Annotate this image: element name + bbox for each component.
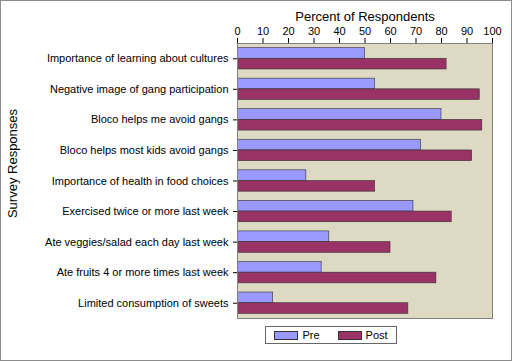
svg-text:Importance of learning about c: Importance of learning about cultures	[47, 52, 229, 64]
svg-text:Negative image of gang partici: Negative image of gang participation	[50, 83, 229, 95]
html-text:Pre: Pre	[302, 329, 320, 341]
svg-text:20: 20	[282, 25, 294, 37]
svg-text:30: 30	[308, 25, 320, 37]
svg-text:50: 50	[359, 25, 371, 37]
svg-text:10: 10	[257, 25, 269, 37]
svg-text:60: 60	[384, 25, 396, 37]
svg-text:Bloco helps most kids avoid ga: Bloco helps most kids avoid gangs	[60, 144, 229, 156]
svg-text:70: 70	[410, 25, 422, 37]
svg-text:0: 0	[234, 25, 240, 37]
svg-text:Ate veggies/salad each day las: Ate veggies/salad each day last week	[45, 236, 229, 248]
svg-text:Importance of health in food c: Importance of health in food choices	[52, 175, 229, 187]
svg-text:80: 80	[435, 25, 447, 37]
html-text:Post: Post	[365, 329, 388, 341]
svg-text:Bloco helps me avoid gangs: Bloco helps me avoid gangs	[91, 113, 229, 125]
svg-text:Ate fruits 4 or more times las: Ate fruits 4 or more times last week	[57, 266, 229, 278]
svg-text:Limited consumption of sweets: Limited consumption of sweets	[78, 297, 229, 309]
svg-text:Exercised twice or more last w: Exercised twice or more last week	[62, 205, 229, 217]
svg-text:90: 90	[461, 25, 473, 37]
html-text:Survey Responses: Survey Responses	[5, 108, 21, 219]
svg-text:40: 40	[333, 25, 345, 37]
svg-text:Percent of Respondents: Percent of Respondents	[295, 9, 435, 24]
svg-text:100: 100	[483, 25, 501, 37]
